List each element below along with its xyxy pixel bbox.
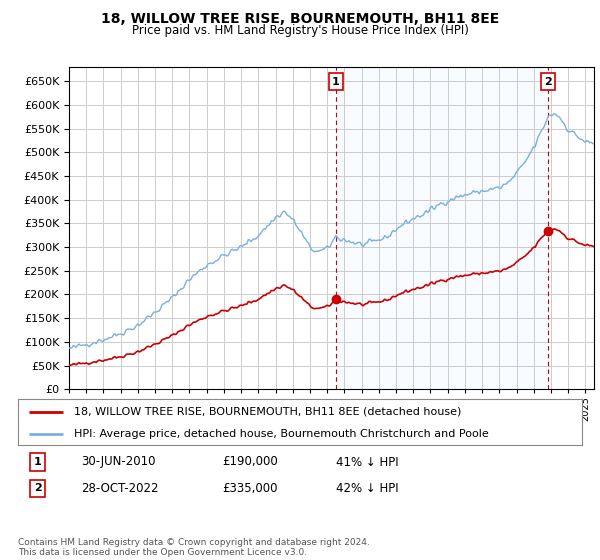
Text: 2: 2 (544, 77, 552, 87)
Text: £190,000: £190,000 (222, 455, 278, 469)
Text: 1: 1 (332, 77, 340, 87)
Text: 18, WILLOW TREE RISE, BOURNEMOUTH, BH11 8EE (detached house): 18, WILLOW TREE RISE, BOURNEMOUTH, BH11 … (74, 407, 462, 417)
Text: 41% ↓ HPI: 41% ↓ HPI (336, 455, 398, 469)
Text: 42% ↓ HPI: 42% ↓ HPI (336, 482, 398, 495)
Text: £335,000: £335,000 (222, 482, 277, 495)
Text: 28-OCT-2022: 28-OCT-2022 (81, 482, 158, 495)
Text: 1: 1 (34, 457, 41, 467)
Text: 2: 2 (34, 483, 41, 493)
Text: HPI: Average price, detached house, Bournemouth Christchurch and Poole: HPI: Average price, detached house, Bour… (74, 429, 489, 438)
Text: Contains HM Land Registry data © Crown copyright and database right 2024.
This d: Contains HM Land Registry data © Crown c… (18, 538, 370, 557)
Text: Price paid vs. HM Land Registry's House Price Index (HPI): Price paid vs. HM Land Registry's House … (131, 24, 469, 37)
Text: 18, WILLOW TREE RISE, BOURNEMOUTH, BH11 8EE: 18, WILLOW TREE RISE, BOURNEMOUTH, BH11 … (101, 12, 499, 26)
Text: 30-JUN-2010: 30-JUN-2010 (81, 455, 155, 469)
Bar (336, 67, 548, 389)
